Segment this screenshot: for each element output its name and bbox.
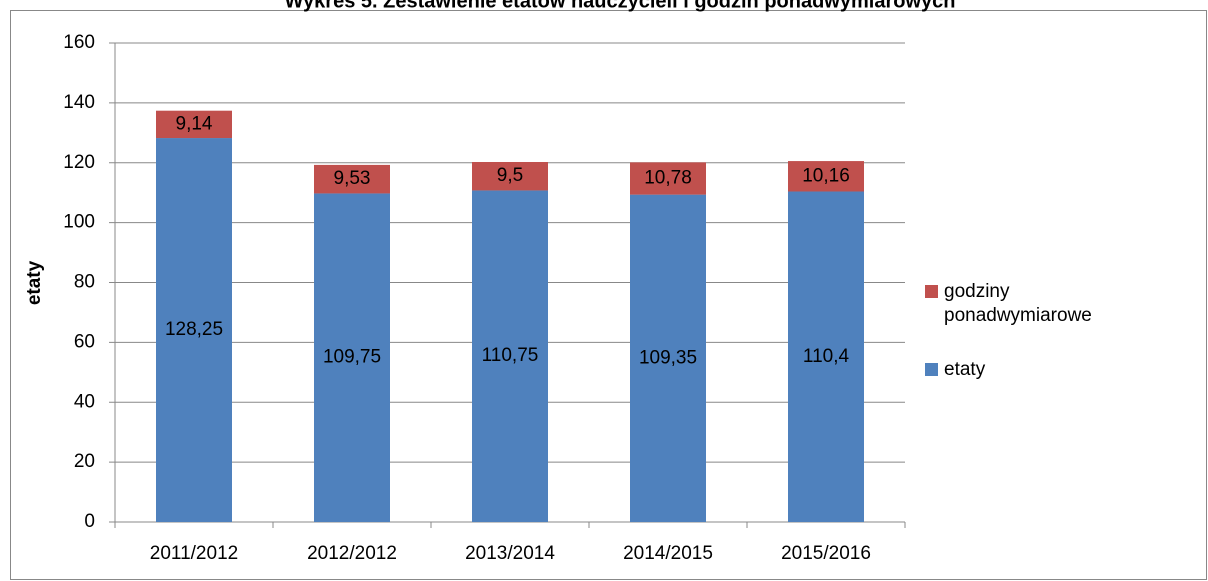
- chart-title: Wykres 5. Zestawienie etatów nauczycieli…: [285, 0, 956, 12]
- data-label: 10,16: [802, 165, 850, 186]
- y-tick-label: 60: [74, 331, 95, 352]
- x-tick-label: 2013/2014: [465, 543, 555, 564]
- data-label: 110,75: [482, 345, 539, 366]
- data-label: 9,14: [176, 113, 213, 134]
- x-tick-label: 2011/2012: [150, 543, 238, 564]
- data-label: 10,78: [644, 168, 692, 189]
- data-label: 128,25: [165, 319, 223, 340]
- bar-segment: [788, 191, 864, 523]
- data-label: 9,5: [497, 165, 523, 186]
- title-bg: [100, 0, 1140, 8]
- data-label: 109,75: [323, 347, 381, 368]
- y-tick-label: 20: [74, 451, 95, 472]
- bar-segment: [630, 194, 706, 523]
- y-tick-label: 120: [63, 152, 95, 173]
- bar-segment: [156, 110, 232, 139]
- bar-segment: [472, 162, 548, 191]
- legend-label: etaty: [944, 359, 986, 380]
- y-tick-label: 100: [63, 212, 95, 233]
- y-tick-label: 40: [74, 391, 95, 412]
- data-label: 9,53: [334, 168, 371, 189]
- x-tick-label: 2014/2015: [623, 543, 713, 564]
- x-tick-label: 2015/2016: [781, 543, 871, 564]
- legend-swatch: [925, 363, 938, 376]
- legend-item: etaty: [925, 358, 1114, 382]
- bar-segment: [156, 138, 232, 522]
- bar-segment: [788, 161, 864, 192]
- bar-segment: [314, 193, 390, 522]
- data-label: 109,35: [639, 347, 697, 368]
- y-tick-label: 80: [74, 272, 95, 293]
- y-axis-label: etaty: [24, 260, 45, 305]
- y-tick-label: 0: [84, 511, 95, 532]
- chart-frame: [10, 10, 1207, 580]
- legend-swatch: [925, 285, 938, 298]
- legend-item: godziny ponadwymiarowe: [925, 280, 1114, 328]
- y-tick-label: 160: [63, 32, 95, 53]
- bar-segment: [472, 190, 548, 522]
- x-tick-label: 2012/2012: [307, 543, 397, 564]
- y-tick-label: 140: [63, 92, 95, 113]
- legend-label: godziny ponadwymiarowe: [944, 281, 1092, 326]
- bar-segment: [630, 162, 706, 195]
- bar-segment: [314, 164, 390, 194]
- data-label: 110,4: [803, 346, 850, 367]
